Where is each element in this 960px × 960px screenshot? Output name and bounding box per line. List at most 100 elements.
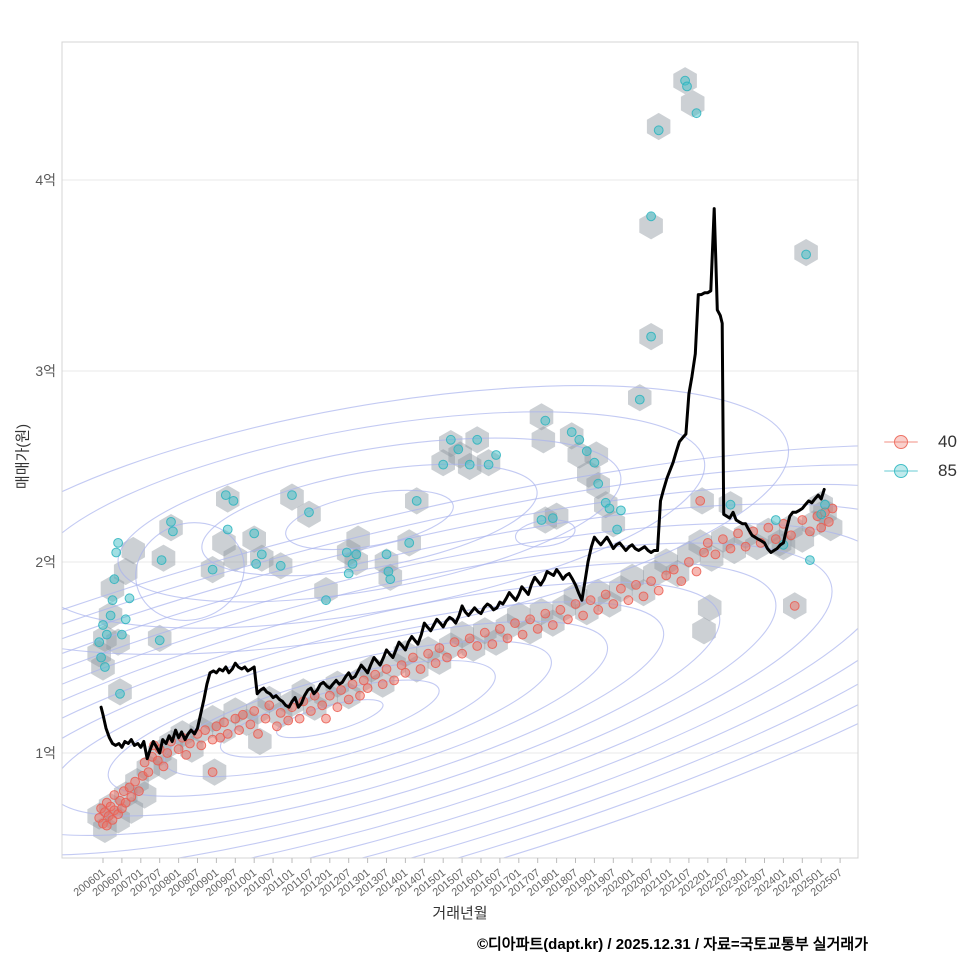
scatter-point-85 — [646, 331, 656, 342]
scatter-point-40 — [797, 515, 808, 525]
scatter-point-40 — [389, 675, 400, 686]
scatter-point-85 — [100, 662, 110, 672]
scatter-point-85 — [228, 496, 239, 506]
scatter-point-40 — [525, 614, 535, 625]
scatter-point-40 — [234, 725, 245, 735]
scatter-point-40 — [126, 792, 137, 802]
hexbin-cell — [291, 678, 316, 706]
hexbin-cell — [529, 403, 554, 431]
contour-line — [62, 444, 858, 858]
scatter-point-40 — [109, 790, 120, 800]
scatter-point-40 — [430, 658, 441, 669]
scatter-point-85 — [589, 457, 600, 468]
scatter-point-40 — [120, 797, 131, 808]
y-tick-label: 3억 — [35, 363, 56, 379]
scatter-point-85 — [111, 547, 122, 558]
scatter-point-40 — [181, 750, 192, 760]
scatter-point-85 — [249, 528, 260, 539]
scatter-point-85 — [220, 490, 231, 501]
scatter-point-85 — [540, 415, 551, 426]
scatter-point-40 — [347, 679, 358, 690]
scatter-point-40 — [415, 664, 426, 674]
scatter-point-85 — [120, 614, 131, 625]
scatter-point-40 — [472, 641, 483, 651]
legend-item-85: 85 — [884, 456, 957, 485]
scatter-point-85 — [154, 635, 165, 646]
scatter-point-40 — [532, 624, 543, 634]
scatter-point-85 — [634, 394, 645, 405]
scatter-point-85 — [156, 555, 167, 565]
scatter-point-40 — [646, 576, 656, 586]
scatter-point-40 — [578, 610, 588, 621]
scatter-point-85 — [107, 595, 118, 606]
scatter-point-85 — [820, 499, 830, 510]
scatter-point-85 — [816, 509, 827, 520]
scatter-point-85 — [404, 538, 415, 548]
scatter-point-40 — [668, 564, 679, 575]
scatter-point-40 — [479, 627, 490, 638]
scatter-point-40 — [616, 583, 626, 594]
scatter-point-85 — [646, 211, 656, 222]
hexbin-cell — [531, 426, 556, 454]
scatter-point-40 — [336, 685, 347, 695]
scatter-point-40 — [260, 713, 271, 724]
scatter-point-40 — [396, 660, 407, 670]
scatter-point-40 — [547, 620, 558, 630]
scatter-point-85 — [464, 459, 475, 470]
scatter-point-85 — [343, 568, 354, 579]
scatter-point-40 — [816, 522, 827, 533]
contour-line — [62, 581, 721, 856]
scatter-point-85 — [105, 610, 116, 621]
scatter-point-40 — [570, 599, 581, 609]
scatter-point-40 — [343, 694, 354, 705]
scatter-point-40 — [196, 740, 207, 751]
scatter-point-85 — [207, 564, 218, 575]
scatter-point-40 — [200, 725, 211, 735]
scatter-point-40 — [608, 599, 619, 609]
scatter-point-40 — [408, 652, 418, 663]
scatter-point-40 — [487, 639, 498, 649]
scatter-point-40 — [585, 595, 596, 606]
scatter-point-40 — [623, 595, 634, 606]
scatter-point-85 — [801, 249, 811, 260]
scatter-point-40 — [362, 683, 373, 693]
contour-line — [219, 679, 440, 758]
scatter-point-85 — [536, 515, 547, 525]
contour-line — [62, 542, 833, 858]
scatter-point-40 — [134, 786, 144, 797]
scatter-point-40 — [823, 517, 834, 527]
contour-line — [62, 562, 777, 858]
contour-line — [62, 601, 665, 837]
contour-line — [285, 489, 454, 551]
scatter-point-85 — [770, 515, 781, 525]
scatter-point-40 — [130, 776, 141, 787]
scatter-point-40 — [600, 589, 611, 600]
scatter-point-85 — [616, 505, 626, 516]
scatter-point-40 — [442, 652, 452, 663]
scatter-point-40 — [306, 706, 316, 716]
scatter-point-85 — [341, 547, 352, 558]
scatter-point-40 — [423, 648, 434, 659]
legend-marker-40-icon — [884, 434, 918, 450]
scatter-point-40 — [219, 717, 229, 728]
scatter-point-85 — [96, 652, 106, 663]
scatter-point-85 — [251, 559, 262, 569]
scatter-point-85 — [483, 459, 494, 470]
scatter-point-85 — [604, 503, 615, 514]
scatter-point-85 — [101, 629, 112, 640]
scatter-point-40 — [264, 700, 275, 711]
scatter-point-40 — [294, 713, 305, 724]
scatter-point-40 — [434, 643, 445, 653]
y-tick-label: 2억 — [35, 554, 56, 570]
scatter-point-40 — [805, 526, 815, 537]
scatter-point-40 — [238, 709, 248, 720]
hexbin-cell — [212, 529, 236, 557]
scatter-point-85 — [115, 688, 125, 699]
scatter-point-40 — [211, 721, 222, 732]
scatter-point-40 — [332, 702, 343, 713]
scatter-point-85 — [351, 549, 362, 560]
scatter-point-85 — [574, 434, 585, 445]
scatter-point-40 — [173, 744, 184, 755]
scatter-point-40 — [358, 675, 369, 686]
